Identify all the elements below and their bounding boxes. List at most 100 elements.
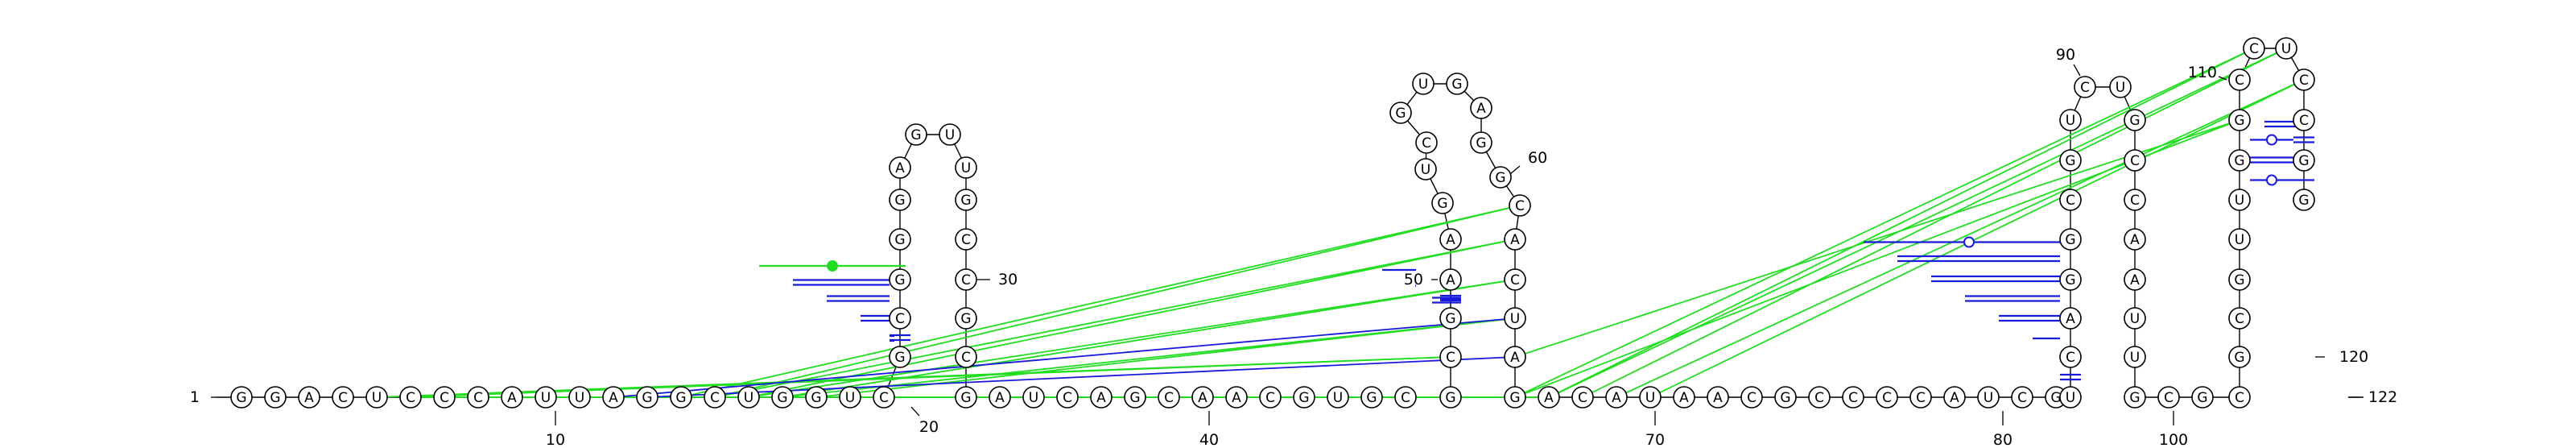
nucleotide-circle: [1225, 386, 1248, 409]
nucleotide-letter: G: [1298, 390, 1309, 406]
nucleotide-circle: [2059, 189, 2082, 211]
nucleotide-letter: G: [270, 390, 280, 406]
nucleotide-letter: C: [1401, 390, 1410, 406]
nucleotide-circle: [704, 386, 726, 409]
nucleotide-letter: C: [1164, 390, 1174, 406]
nucleotide: A: [1707, 386, 1729, 409]
pseudoknot-link: [1514, 119, 2240, 358]
nucleotide-circle: [955, 268, 977, 291]
nucleotide-circle: [332, 386, 354, 409]
nucleotide-circle: [1571, 386, 1594, 409]
nucleotide-letter: A: [1679, 390, 1689, 406]
nucleotide-letter: G: [1451, 77, 1462, 93]
nucleotide-circle: [2157, 386, 2180, 409]
nucleotide-letter: A: [1096, 390, 1106, 406]
position-label: 80: [1993, 431, 2013, 448]
position-tick: [2073, 64, 2081, 77]
nucleotide: U: [1414, 158, 1437, 180]
nucleotide-circle: [2059, 386, 2082, 409]
nucleotide-letter: G: [2234, 272, 2244, 288]
nucleotide-letter: A: [995, 390, 1005, 406]
nucleotide-circle: [1022, 386, 1045, 409]
nucleotide-letter: A: [1713, 390, 1723, 406]
position-label: 40: [1199, 431, 1219, 448]
nucleotide-circle: [1327, 386, 1349, 409]
nucleotide-letter: G: [2197, 390, 2207, 406]
position-label: 50: [1404, 271, 1423, 288]
pseudoknot-link: [680, 205, 1521, 398]
nucleotide-circle: [1191, 386, 1214, 409]
nucleotide-letter: C: [2235, 311, 2244, 327]
nucleotide-circle: [2293, 109, 2315, 131]
nucleotide: G: [1360, 386, 1383, 409]
nucleotide-letter: C: [961, 350, 971, 366]
nucleotide: A: [1673, 386, 1695, 409]
nucleotide-circle: [873, 386, 895, 409]
nucleotide-circle: [1360, 386, 1383, 409]
nucleotide-circle: [2293, 149, 2315, 172]
nucleotide-circle: [1740, 386, 1763, 409]
nucleotide-letter: C: [2130, 153, 2140, 169]
nucleotide-letter: C: [2130, 193, 2140, 209]
nucleotide: G: [889, 228, 911, 251]
backbone: [216, 48, 2363, 398]
nucleotide-letter: A: [1446, 272, 1455, 288]
nucleotide-letter: G: [1437, 196, 1447, 212]
nucleotide: U: [1977, 386, 2000, 409]
nucleotide-circle: [1707, 386, 1729, 409]
nucleotide: A: [602, 386, 625, 409]
nucleotide: A: [2059, 307, 2082, 330]
nucleotide-letter: C: [710, 390, 720, 406]
pseudoknot-link: [748, 279, 1516, 398]
nucleotide-circle: [1470, 131, 1492, 154]
nucleotide-letter: G: [1509, 390, 1520, 406]
nucleotide-letter: C: [2235, 73, 2244, 89]
gu-pair-dot: [827, 260, 838, 272]
nucleotide-letter: G: [1495, 170, 1505, 186]
nucleotide: A: [1470, 97, 1492, 119]
nucleotide-circle: [2228, 346, 2251, 368]
nucleotide-letter: A: [507, 390, 517, 406]
nucleotide: C: [2124, 189, 2146, 211]
nucleotide-circle: [1439, 228, 1462, 251]
nucleotide-letter: C: [338, 390, 348, 406]
nucleotide-letter: G: [642, 390, 652, 406]
nucleotide: U: [2228, 228, 2251, 251]
nucleotide: U: [1022, 386, 1045, 409]
pseudoknot-link: [646, 356, 1516, 398]
nucleotide: C: [2059, 189, 2082, 211]
nucleotide-letter: G: [2065, 272, 2075, 288]
nucleotide: C: [873, 386, 895, 409]
nucleotide-letter: G: [894, 193, 905, 209]
nucleotide: C: [955, 228, 977, 251]
nucleotide-circle: [1439, 268, 1462, 291]
nucleotide-circle: [1489, 166, 1512, 189]
nucleotide: G: [2293, 149, 2315, 172]
nucleotide-circle: [1504, 228, 1526, 251]
nucleotide: G: [1504, 386, 1526, 409]
nucleotide-circle: [2124, 149, 2146, 172]
nucleotide-letter: C: [1916, 390, 1926, 406]
nucleotide-circle: [1504, 307, 1526, 330]
noncanonical-pair-circle: [2266, 174, 2277, 186]
position-label: 120: [2339, 348, 2368, 366]
nucleotide: G: [2059, 268, 2082, 291]
nucleotide-letter: C: [1265, 390, 1275, 406]
nucleotide-circle: [2124, 268, 2146, 291]
nucleotide: G: [1389, 102, 1412, 124]
position-label: 70: [1645, 431, 1665, 448]
nucleotide: U: [2228, 189, 2251, 211]
nucleotide: U: [1412, 73, 1435, 95]
nucleotide: G: [889, 189, 911, 211]
nucleotide-letter: U: [1645, 390, 1655, 406]
nucleotide-circle: [1504, 386, 1526, 409]
nucleotide-letter: G: [894, 232, 905, 248]
nucleotide-letter: A: [2130, 272, 2140, 288]
nucleotide-circle: [889, 268, 911, 291]
nucleotide: A: [889, 156, 911, 179]
nucleotide-circle: [905, 123, 927, 146]
nucleotide: A: [1439, 228, 1462, 251]
nucleotide-letter: G: [894, 350, 905, 366]
nucleotide-letter: C: [473, 390, 483, 406]
